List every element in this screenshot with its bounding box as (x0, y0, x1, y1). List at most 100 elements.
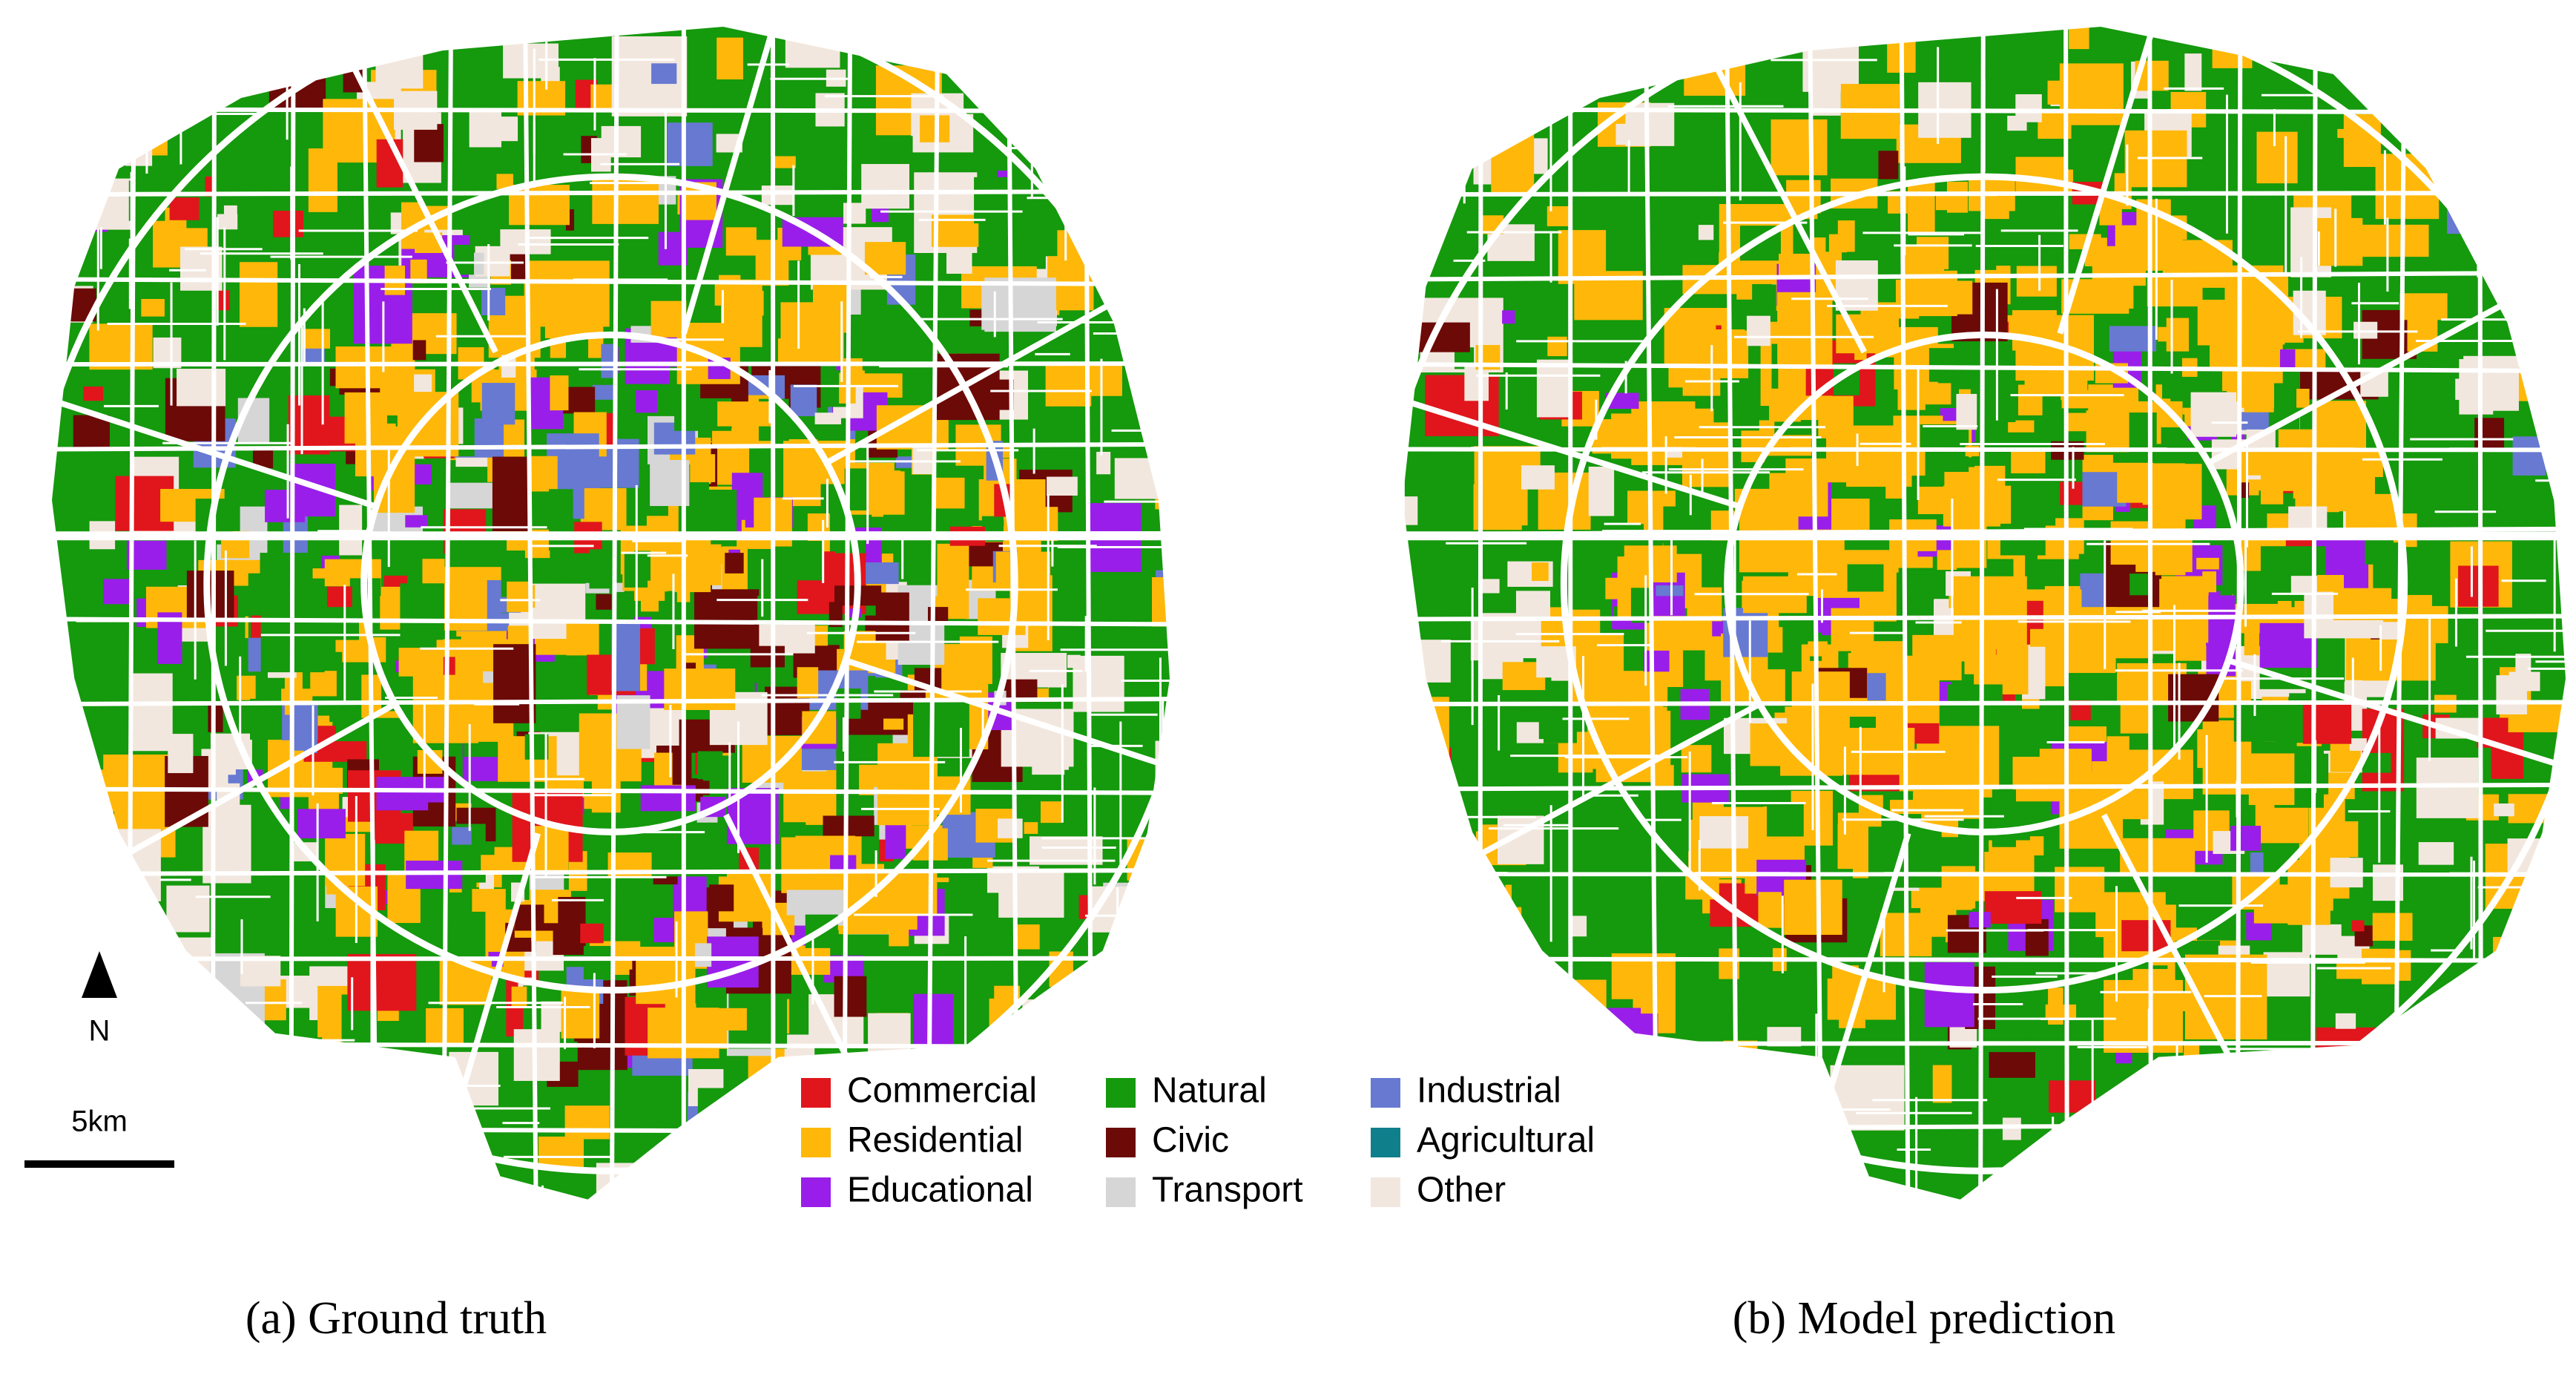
land-parcel (877, 743, 938, 826)
legend-label: Industrial (1417, 1071, 1561, 1111)
land-parcel (1989, 1052, 2035, 1078)
land-parcel (2241, 1183, 2279, 1202)
land-parcel (2248, 753, 2295, 806)
road (50, 441, 1172, 452)
land-parcel (444, 539, 507, 568)
land-parcel (531, 456, 558, 492)
land-parcel (2029, 836, 2044, 855)
land-parcel (1653, 765, 1674, 786)
land-parcel (215, 1172, 259, 1198)
land-parcel (1502, 310, 1515, 324)
land-parcel (129, 673, 173, 752)
road (1400, 614, 2568, 622)
land-parcel (2335, 1013, 2356, 1029)
land-parcel (664, 668, 736, 710)
land-parcel (1170, 768, 1172, 838)
land-parcel (1956, 393, 1977, 430)
land-parcel (1431, 852, 1475, 884)
land-parcel (273, 210, 303, 237)
road (50, 617, 1172, 627)
land-parcel (531, 826, 569, 875)
land-parcel (2511, 1041, 2560, 1092)
legend-label: Transport (1152, 1171, 1303, 1210)
land-parcel (747, 90, 823, 143)
land-parcel (725, 553, 744, 574)
land-parcel (2356, 1189, 2419, 1202)
land-parcel (1408, 972, 1463, 1013)
land-parcel (1917, 237, 1951, 266)
land-parcel (566, 620, 599, 656)
land-parcel (946, 251, 972, 274)
legend-swatch (1371, 1128, 1400, 1157)
land-parcel (694, 589, 760, 649)
road (50, 697, 1172, 706)
land-parcel (900, 335, 923, 359)
land-parcel (1779, 253, 1811, 277)
land-parcel (1611, 413, 1645, 459)
land-parcel (1758, 892, 1782, 928)
land-parcel (2376, 1048, 2437, 1123)
radial-road (1654, 24, 1867, 354)
land-parcel (2053, 1137, 2101, 1187)
land-parcel (2351, 1187, 2381, 1202)
land-parcel (861, 164, 910, 209)
land-parcel (2451, 42, 2484, 90)
land-parcel (347, 953, 417, 1011)
land-parcel (1022, 999, 1091, 1047)
land-parcel (1085, 364, 1122, 396)
land-parcel (1099, 974, 1119, 1004)
land-parcel (1096, 451, 1111, 475)
land-parcel (2002, 1117, 2021, 1140)
land-parcel (1924, 962, 1974, 1028)
land-parcel (297, 809, 346, 839)
land-parcel (166, 885, 210, 933)
land-parcel (2490, 982, 2554, 1032)
land-parcel (1911, 1213, 1927, 1229)
land-parcel (561, 990, 600, 1039)
land-parcel (2197, 299, 2253, 346)
legend-label: Agricultural (1417, 1121, 1595, 1160)
land-parcel (1128, 200, 1172, 253)
land-parcel (1900, 1210, 1951, 1253)
land-parcel (2207, 151, 2252, 187)
land-parcel (1949, 893, 1973, 910)
land-parcel (1784, 879, 1842, 936)
land-parcel (1756, 1144, 1784, 1163)
land-parcel (1908, 182, 1935, 234)
ring-road (203, 173, 1018, 994)
land-parcel (250, 698, 283, 740)
land-parcel (2029, 628, 2046, 647)
land-parcel (2011, 451, 2046, 474)
land-parcel (202, 1092, 269, 1160)
land-parcel (548, 489, 573, 551)
land-parcel (126, 1135, 178, 1163)
land-parcel (58, 179, 79, 196)
land-parcel (1746, 315, 1770, 346)
land-parcel (65, 1166, 106, 1202)
land-parcel (690, 454, 716, 482)
land-parcel (2236, 1095, 2308, 1148)
road (1400, 956, 2568, 963)
land-parcel (310, 671, 337, 697)
land-parcel (583, 945, 613, 980)
land-parcel (481, 855, 500, 872)
ring-road (1560, 173, 2408, 994)
land-parcel (2287, 859, 2330, 925)
land-parcel (998, 818, 1023, 838)
land-parcel (592, 177, 659, 224)
land-parcel (2463, 355, 2519, 411)
land-parcel (1101, 166, 1170, 223)
land-parcel (1935, 194, 1955, 211)
land-parcel (1805, 825, 1825, 841)
land-parcel (2561, 969, 2568, 986)
land-parcel (141, 298, 165, 317)
land-parcel (181, 1081, 205, 1100)
legend: Commercial Residential Educational Natural C… (779, 1067, 1647, 1215)
land-parcel (2494, 1139, 2513, 1166)
land-parcel (843, 203, 866, 224)
legend-swatch (801, 1078, 831, 1108)
land-parcel (2563, 898, 2568, 942)
land-parcel (2530, 185, 2546, 208)
land-parcel (1826, 436, 1853, 483)
land-parcel (503, 295, 541, 333)
